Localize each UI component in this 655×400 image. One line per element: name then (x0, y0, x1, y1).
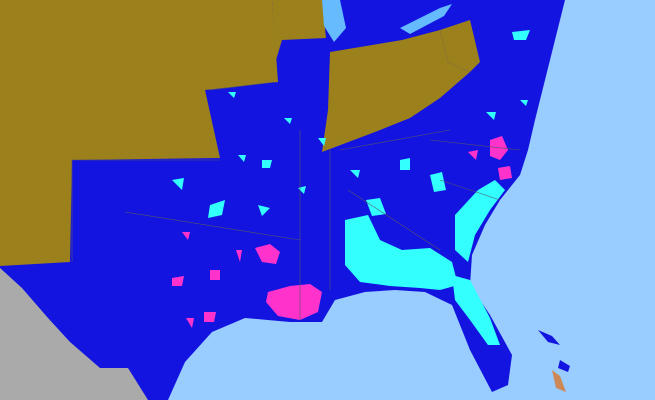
mexico (0, 268, 148, 400)
bahamas (552, 370, 566, 392)
lake-erie (400, 4, 452, 34)
state-border (71, 81, 521, 320)
midwest-region (322, 30, 470, 152)
county-borders (71, 81, 521, 320)
plains-region (0, 0, 278, 266)
cyan-areas (172, 30, 530, 345)
midwest-region-east (440, 20, 480, 72)
lake-michigan (322, 0, 346, 42)
magenta-areas (172, 136, 512, 328)
islands (538, 330, 570, 372)
plains-region-north (272, 0, 326, 60)
